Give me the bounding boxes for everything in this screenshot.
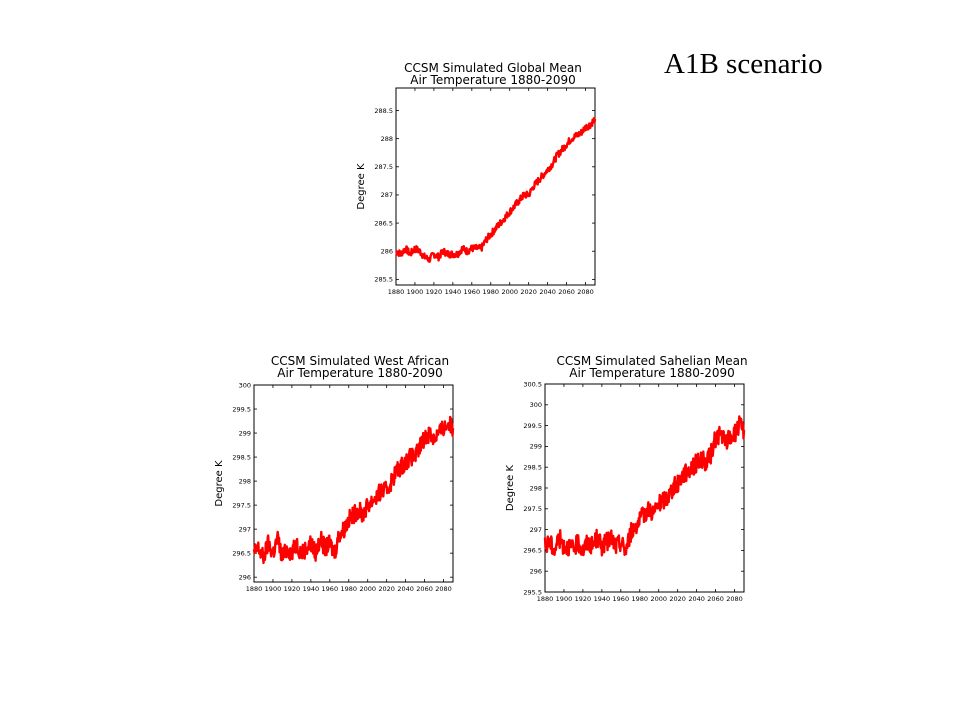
chart-2-xtick-label: 2080 [726, 595, 743, 603]
chart-0-ytick-label: 286 [381, 248, 393, 256]
chart-0-ytick-label: 287 [381, 191, 393, 199]
chart-1-xtick-label: 1880 [246, 585, 263, 593]
chart-2-ytick-label: 298 [530, 484, 542, 492]
chart-1-subtitle: Air Temperature 1880-2090 [277, 366, 443, 380]
chart-1-ytick-label: 300 [239, 381, 251, 389]
chart-0-ytick-label: 287.5 [374, 163, 393, 171]
chart-2-ytick-label: 298.5 [523, 464, 542, 472]
chart-2-ylabel: Degree K [505, 464, 516, 511]
chart-0-ytick-label: 288.5 [374, 107, 393, 115]
chart-1-series-line [252, 415, 455, 565]
chart-1-xtick-label: 2040 [397, 585, 414, 593]
chart-1-ytick-label: 299 [239, 429, 251, 437]
chart-0-plot-frame [395, 87, 596, 286]
chart-1-ylabel: Degree K [214, 460, 225, 507]
chart-0-ytick-label: 285.5 [374, 276, 393, 284]
chart-1-ytick-label: 299.5 [232, 405, 251, 413]
chart-1-xtick-label: 1940 [303, 585, 320, 593]
chart-1-xtick-label: 1980 [340, 585, 357, 593]
slide-title: A1B scenario [664, 48, 823, 80]
chart-2-xtick-label: 1980 [631, 595, 648, 603]
chart-0-xtick-label: 2000 [501, 288, 518, 296]
chart-1-xtick-label: 1960 [322, 585, 339, 593]
chart-2-ytick-label: 300 [530, 401, 542, 409]
chart-1-xtick-label: 2000 [359, 585, 376, 593]
chart-1-ytick-label: 297 [239, 525, 251, 533]
chart-2-xtick-label: 2020 [669, 595, 686, 603]
chart-2-xtick-label: 1900 [556, 595, 573, 603]
chart-2-subtitle: Air Temperature 1880-2090 [569, 366, 735, 380]
chart-0-xtick-label: 2020 [520, 288, 537, 296]
chart-1-ytick-label: 298.5 [232, 453, 251, 461]
chart-1-ytick-label: 297.5 [232, 501, 251, 509]
chart-0-ylabel: Degree K [356, 163, 367, 210]
chart-0-xtick-label: 1960 [464, 288, 481, 296]
chart-1-xtick-label: 2020 [378, 585, 395, 593]
chart-0-ytick-label: 286.5 [374, 219, 393, 227]
chart-west-african: CCSM Simulated West African Air Temperatu… [210, 352, 475, 607]
chart-1-xtick-label: 2080 [435, 585, 452, 593]
chart-2-series-line [543, 415, 746, 557]
chart-0-subtitle: Air Temperature 1880-2090 [410, 73, 576, 87]
chart-2-ytick-label: 296.5 [523, 547, 542, 555]
chart-1-ytick-label: 296 [239, 573, 251, 581]
chart-2-xtick-label: 2040 [688, 595, 705, 603]
chart-0-xtick-label: 2040 [539, 288, 556, 296]
chart-2-xtick-label: 1940 [594, 595, 611, 603]
chart-2-xtick-label: 2060 [707, 595, 724, 603]
chart-1-xtick-label: 2060 [416, 585, 433, 593]
chart-0-xtick-label: 1980 [482, 288, 499, 296]
chart-2-ytick-label: 297 [530, 526, 542, 534]
chart-1-xtick-label: 1920 [284, 585, 301, 593]
chart-0-xtick-label: 2080 [577, 288, 594, 296]
chart-2-xtick-label: 1960 [613, 595, 630, 603]
chart-2-ytick-label: 297.5 [523, 505, 542, 513]
chart-1-title: CCSM Simulated West African [271, 354, 449, 368]
chart-1-ytick-label: 296.5 [232, 549, 251, 557]
chart-2-xtick-label: 2000 [650, 595, 667, 603]
chart-0-xtick-label: 1900 [407, 288, 424, 296]
chart-0-series-line [395, 117, 597, 263]
chart-1-plot-frame [253, 384, 454, 583]
chart-0-xtick-label: 1920 [426, 288, 443, 296]
chart-0-ytick-label: 288 [381, 135, 393, 143]
chart-2-ytick-label: 296 [530, 568, 542, 576]
chart-1-xtick-label: 1900 [265, 585, 282, 593]
chart-0-xtick-label: 2060 [558, 288, 575, 296]
chart-2-ytick-label: 295.5 [523, 588, 542, 596]
chart-0-xtick-label: 1880 [388, 288, 405, 296]
chart-2-ytick-label: 300.5 [523, 380, 542, 388]
chart-2-title: CCSM Simulated Sahelian Mean [556, 354, 747, 368]
chart-0-title: CCSM Simulated Global Mean [404, 61, 582, 75]
chart-2-xtick-label: 1920 [575, 595, 592, 603]
chart-sahelian-mean: CCSM Simulated Sahelian Mean Air Temperat… [502, 352, 767, 607]
chart-2-ytick-label: 299 [530, 443, 542, 451]
chart-1-ytick-label: 298 [239, 477, 251, 485]
chart-0-xtick-label: 1940 [445, 288, 462, 296]
chart-global-mean: CCSM Simulated Global Mean Air Temperatur… [345, 58, 610, 320]
chart-2-ytick-label: 299.5 [523, 422, 542, 430]
chart-2-plot-frame [544, 383, 745, 593]
chart-2-xtick-label: 1880 [537, 595, 554, 603]
